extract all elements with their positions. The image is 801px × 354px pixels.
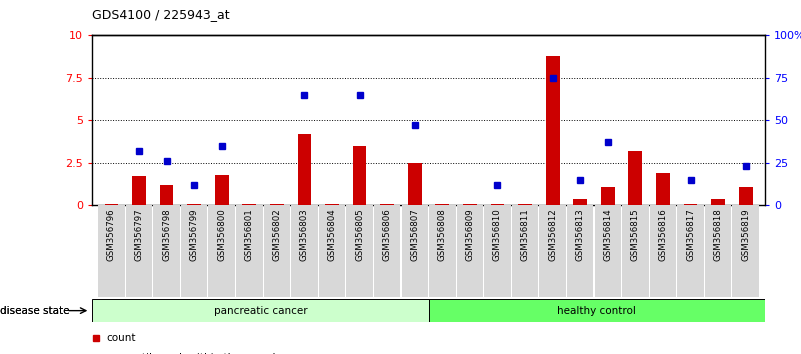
FancyBboxPatch shape (457, 205, 483, 297)
FancyBboxPatch shape (732, 205, 759, 297)
Bar (215, 175, 228, 205)
FancyBboxPatch shape (346, 205, 372, 297)
FancyBboxPatch shape (264, 205, 290, 297)
Text: GSM356807: GSM356807 (410, 208, 419, 261)
Bar (159, 185, 174, 205)
FancyBboxPatch shape (512, 205, 538, 297)
Text: GSM356808: GSM356808 (438, 208, 447, 261)
FancyBboxPatch shape (153, 205, 179, 297)
FancyBboxPatch shape (99, 205, 125, 297)
Bar (187, 204, 201, 205)
FancyBboxPatch shape (485, 205, 511, 297)
Bar (601, 187, 614, 205)
Text: healthy control: healthy control (557, 306, 636, 316)
Text: GSM356806: GSM356806 (383, 208, 392, 261)
FancyBboxPatch shape (429, 205, 456, 297)
Text: GSM356813: GSM356813 (576, 208, 585, 261)
Bar (408, 163, 421, 205)
FancyBboxPatch shape (678, 205, 704, 297)
Bar (739, 187, 753, 205)
FancyBboxPatch shape (374, 205, 400, 297)
Bar (656, 173, 670, 205)
FancyBboxPatch shape (539, 205, 566, 297)
Text: GSM356811: GSM356811 (521, 208, 529, 261)
Text: disease state: disease state (0, 306, 70, 316)
Bar (629, 151, 642, 205)
FancyBboxPatch shape (92, 299, 429, 322)
FancyBboxPatch shape (567, 205, 594, 297)
Text: GSM356797: GSM356797 (135, 208, 143, 261)
Bar (711, 199, 725, 205)
Bar (545, 56, 560, 205)
FancyBboxPatch shape (401, 205, 428, 297)
Bar (574, 199, 587, 205)
FancyBboxPatch shape (705, 205, 731, 297)
Text: GSM356817: GSM356817 (686, 208, 695, 261)
Bar (352, 146, 367, 205)
FancyBboxPatch shape (236, 205, 263, 297)
Text: GSM356816: GSM356816 (658, 208, 667, 261)
Text: GDS4100 / 225943_at: GDS4100 / 225943_at (92, 8, 230, 21)
Text: GSM356819: GSM356819 (741, 208, 751, 261)
Text: GSM356814: GSM356814 (603, 208, 612, 261)
FancyBboxPatch shape (208, 205, 235, 297)
FancyBboxPatch shape (622, 205, 649, 297)
Text: GSM356801: GSM356801 (245, 208, 254, 261)
Text: percentile rank within the sample: percentile rank within the sample (106, 353, 282, 354)
Text: GSM356802: GSM356802 (272, 208, 281, 261)
Bar (132, 176, 146, 205)
Text: GSM356798: GSM356798 (162, 208, 171, 261)
FancyBboxPatch shape (292, 205, 318, 297)
FancyBboxPatch shape (181, 205, 207, 297)
Text: count: count (106, 332, 135, 343)
Text: GSM356804: GSM356804 (328, 208, 336, 261)
Bar (297, 134, 312, 205)
Text: GSM356805: GSM356805 (355, 208, 364, 261)
Text: disease state: disease state (0, 306, 73, 316)
Text: pancreatic cancer: pancreatic cancer (214, 306, 307, 316)
FancyBboxPatch shape (594, 205, 621, 297)
Text: GSM356796: GSM356796 (107, 208, 116, 261)
FancyBboxPatch shape (429, 299, 765, 322)
Text: GSM356810: GSM356810 (493, 208, 502, 261)
Text: GSM356803: GSM356803 (300, 208, 309, 261)
FancyBboxPatch shape (126, 205, 152, 297)
Text: GSM356815: GSM356815 (631, 208, 640, 261)
Bar (518, 204, 532, 205)
FancyBboxPatch shape (650, 205, 676, 297)
Text: GSM356818: GSM356818 (714, 208, 723, 261)
Text: GSM356809: GSM356809 (465, 208, 474, 261)
Text: GSM356799: GSM356799 (190, 208, 199, 261)
FancyBboxPatch shape (319, 205, 345, 297)
Text: GSM356812: GSM356812 (548, 208, 557, 261)
Text: GSM356800: GSM356800 (217, 208, 226, 261)
